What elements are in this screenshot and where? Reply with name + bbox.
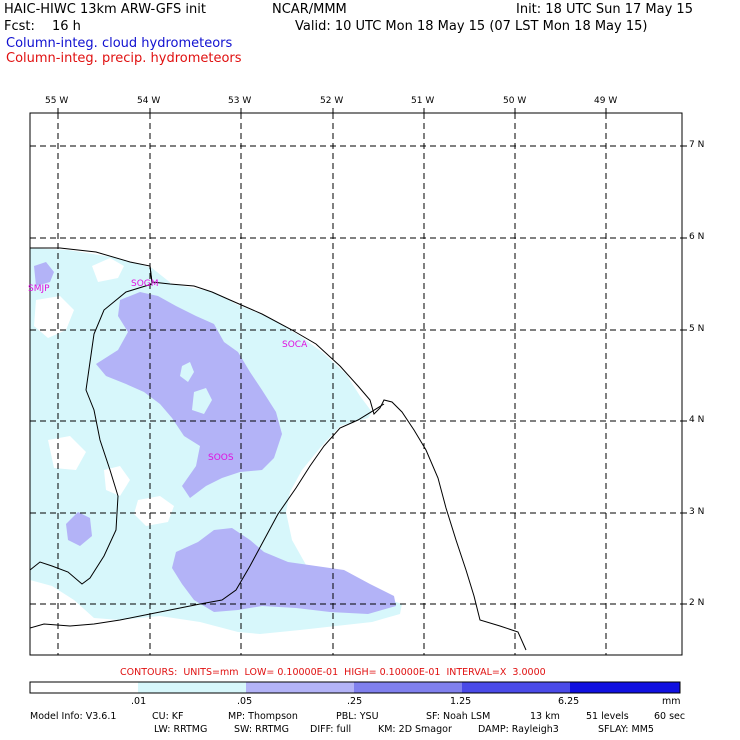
- model-title: HAIC-HIWC 13km ARW-GFS init: [4, 2, 206, 17]
- station-label: SOCA: [282, 340, 308, 350]
- lat-label: 2 N: [689, 598, 705, 608]
- frame-ticks: [57, 108, 687, 605]
- lon-label: 51 W: [411, 96, 435, 106]
- lon-label: 54 W: [137, 96, 161, 106]
- organization: NCAR/MMM: [272, 2, 347, 17]
- lat-label: 5 N: [689, 324, 705, 334]
- station-label: SMJP: [28, 284, 50, 294]
- colorbar-tick: 6.25: [558, 696, 580, 707]
- colorbar-tick: .25: [347, 696, 363, 707]
- model-info: SFLAY: MM5: [598, 724, 654, 735]
- model-info: SW: RRTMG: [234, 724, 289, 735]
- colorbar-units: mm: [662, 696, 681, 707]
- lat-label: 6 N: [689, 232, 705, 242]
- colorbar-tick: .01: [131, 696, 147, 707]
- model-info: KM: 2D Smagor: [378, 724, 452, 735]
- model-info: SF: Noah LSM: [426, 711, 491, 722]
- lat-label: 4 N: [689, 415, 705, 425]
- model-info: PBL: YSU: [336, 711, 379, 722]
- coastline: [30, 247, 527, 651]
- lon-label: 53 W: [228, 96, 252, 106]
- precip-field-light: [34, 262, 396, 614]
- lat-label: 3 N: [689, 507, 705, 517]
- station-label: SOGM: [131, 279, 159, 289]
- lon-label: 52 W: [320, 96, 344, 106]
- model-info: 60 sec: [654, 711, 686, 722]
- lon-label: 50 W: [503, 96, 527, 106]
- forecast-label: Fcst:: [4, 19, 35, 34]
- init-time: Init: 18 UTC Sun 17 May 15: [516, 2, 693, 17]
- model-info: LW: RRTMG: [154, 724, 208, 735]
- lon-label: 49 W: [594, 96, 618, 106]
- model-info: 13 km: [530, 711, 560, 722]
- model-info: CU: KF: [152, 711, 184, 722]
- precip-holes: [180, 362, 212, 414]
- colorbar-tick: .05: [237, 696, 253, 707]
- model-info: 51 levels: [586, 711, 629, 722]
- lon-label: 55 W: [45, 96, 69, 106]
- colorbar-tick: 1.25: [450, 696, 472, 707]
- field-cloud-title: Column-integ. cloud hydrometeors: [6, 36, 233, 51]
- model-info: Model Info: V3.6.1: [30, 711, 117, 722]
- lat-label: 7 N: [689, 140, 705, 150]
- model-info: DIFF: full: [310, 724, 352, 735]
- model-info: DAMP: Rayleigh3: [478, 724, 559, 735]
- station-label: SOOS: [208, 453, 234, 463]
- field-precip-title: Column-integ. precip. hydrometeors: [6, 51, 242, 66]
- valid-time: Valid: 10 UTC Mon 18 May 15 (07 LST Mon …: [295, 19, 648, 34]
- forecast-hour: 16 h: [52, 19, 81, 34]
- model-info: MP: Thompson: [228, 711, 298, 722]
- contours-info: CONTOURS: UNITS=mm LOW= 0.10000E-01 HIGH…: [120, 667, 546, 678]
- map-frame: [29, 112, 683, 656]
